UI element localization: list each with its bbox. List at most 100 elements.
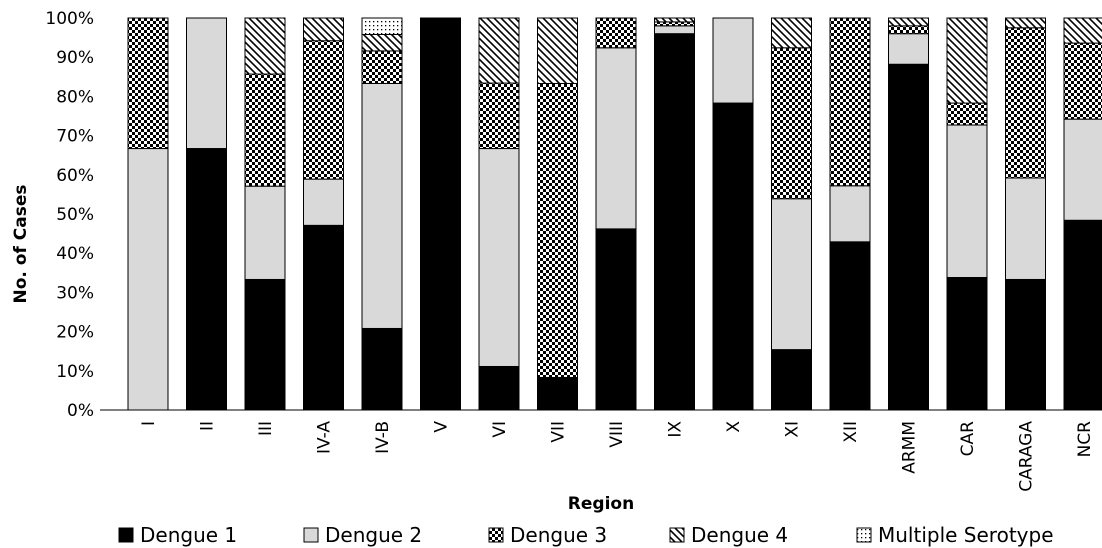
bar-ncr-dengue-2 — [1063, 118, 1102, 221]
bar-vii-dengue-1 — [537, 376, 578, 411]
bar-iv-a-dengue-2 — [303, 178, 344, 226]
x-tick-label-xi: XI — [783, 421, 803, 438]
x-tick-label-vi: VI — [490, 421, 510, 438]
bar-car-dengue-3 — [946, 102, 988, 126]
y-tick-label: 80% — [56, 87, 94, 107]
x-tick-label-ix: IX — [666, 421, 686, 438]
bar-xi-dengue-1 — [771, 349, 812, 411]
y-tick-label: 50% — [56, 205, 94, 225]
y-tick-label: 90% — [56, 48, 94, 68]
bar-xi-dengue-2 — [771, 198, 812, 351]
legend-label-dengue-2: Dengue 2 — [325, 523, 422, 547]
bar-xi-dengue-4 — [771, 17, 812, 49]
bar-iii-dengue-3 — [244, 73, 286, 187]
y-tick-label: 30% — [56, 283, 94, 303]
bar-x-dengue-2 — [712, 17, 754, 104]
x-tick-labels: I II III IV-A IV-B V VI VII VIII IX X XI XII ARMM CAR C… — [139, 421, 1095, 492]
bar-iv-a-dengue-4 — [303, 17, 344, 42]
legend-label-dengue-4: Dengue 4 — [691, 523, 788, 547]
legend-label-multiple-serotype: Multiple Serotype — [878, 523, 1054, 547]
bar-car-dengue-1 — [946, 277, 988, 411]
bar-vii-dengue-3 — [537, 82, 578, 378]
legend-swatch-dengue-2 — [303, 527, 319, 543]
bar-iii-dengue-2 — [244, 185, 286, 280]
y-tick-label: 70% — [56, 127, 94, 147]
bar-iv-a-dengue-1 — [303, 224, 344, 411]
x-tick-label-v: V — [432, 421, 452, 433]
x-tick-label-iv-b: IV-B — [373, 421, 393, 454]
y-tick-label: 20% — [56, 323, 94, 343]
bar-caraga-dengue-1 — [1005, 278, 1046, 411]
bar-car-dengue-2 — [946, 124, 988, 279]
x-tick-label-car: CAR — [958, 421, 978, 456]
bar-armm-dengue-2 — [888, 33, 929, 65]
y-tick-label: 100% — [45, 9, 94, 29]
bar-ncr-dengue-1 — [1063, 219, 1102, 411]
x-tick-label-armm: ARMM — [900, 421, 920, 474]
bar-ix-dengue-1 — [654, 33, 695, 411]
y-tick-label: 40% — [56, 244, 94, 264]
x-tick-label-vii: VII — [549, 421, 569, 443]
y-tick-label: 10% — [56, 362, 94, 382]
bar-ncr-dengue-3 — [1063, 42, 1102, 120]
bar-viii-dengue-2 — [595, 47, 637, 230]
y-tick-label: 60% — [56, 166, 94, 186]
legend: Dengue 1 Dengue 2 Dengue 3 Dengue 4 Mult… — [118, 523, 1054, 547]
bar-caraga-dengue-4 — [1005, 17, 1046, 29]
x-tick-label-i: I — [139, 421, 159, 426]
bar-x-dengue-1 — [712, 102, 754, 411]
bar-vi-dengue-1 — [478, 365, 520, 411]
bar-car-dengue-4 — [946, 17, 988, 104]
y-tick-labels: 0% 10% 20% 30% 40% 50% 60% 70% 80% 90% 100% — [45, 9, 94, 421]
bar-ix-dengue-4 — [654, 17, 695, 23]
bar-viii-dengue-1 — [595, 228, 637, 411]
bar-iii-dengue-1 — [244, 278, 286, 411]
legend-swatch-dengue-1 — [118, 527, 134, 543]
bars-layer — [127, 17, 1102, 411]
bar-iv-b-dengue-4 — [361, 33, 403, 52]
x-tick-label-iii: III — [256, 421, 276, 436]
bar-vi-dengue-4 — [478, 17, 520, 84]
x-tick-label-x: X — [724, 421, 744, 433]
bar-caraga-dengue-3 — [1005, 27, 1046, 179]
bar-armm-dengue-1 — [888, 63, 929, 411]
bar-xii-dengue-1 — [829, 241, 871, 411]
bar-v-dengue-1 — [420, 17, 461, 411]
bar-iv-b-dengue-3 — [361, 50, 403, 84]
legend-label-dengue-3: Dengue 3 — [510, 523, 607, 547]
bar-ix-dengue-3 — [654, 21, 695, 27]
bar-armm-dengue-3 — [888, 25, 929, 35]
bar-iii-dengue-4 — [244, 17, 286, 75]
bar-armm-dengue-4 — [888, 17, 929, 27]
x-tick-label-ncr: NCR — [1075, 421, 1095, 458]
bar-iv-b-dengue-1 — [361, 327, 403, 411]
legend-swatch-dengue-4 — [669, 527, 685, 543]
bar-ncr-dengue-4 — [1063, 17, 1102, 44]
bar-xii-dengue-2 — [829, 185, 871, 243]
y-tick-label: 0% — [67, 401, 94, 421]
x-tick-label-ii: II — [198, 421, 218, 431]
bar-xii-dengue-3 — [829, 17, 871, 187]
bar-i-dengue-3 — [127, 17, 169, 150]
bar-ii-dengue-2 — [186, 17, 227, 150]
bar-vii-dengue-4 — [537, 17, 578, 84]
bar-vi-dengue-2 — [478, 148, 520, 367]
bar-viii-dengue-3 — [595, 17, 637, 49]
legend-swatch-dengue-3 — [488, 527, 504, 543]
x-axis-title: Region — [568, 494, 634, 514]
bar-ix-dengue-2 — [654, 25, 695, 35]
bar-i-dengue-2 — [127, 148, 169, 411]
x-tick-label-iv-a: IV-A — [315, 421, 335, 454]
bar-iv-a-dengue-3 — [303, 40, 344, 180]
legend-swatch-multiple-serotype — [856, 527, 872, 543]
bar-caraga-dengue-2 — [1005, 177, 1046, 280]
legend-label-dengue-1: Dengue 1 — [140, 523, 237, 547]
x-tick-label-viii: VIII — [607, 421, 627, 448]
x-tick-label-caraga: CARAGA — [1017, 421, 1037, 492]
bar-vi-dengue-3 — [478, 82, 520, 150]
bar-xi-dengue-3 — [771, 47, 812, 200]
bar-iv-b-multiple-serotype — [361, 17, 403, 35]
bar-ii-dengue-1 — [186, 148, 227, 411]
bar-iv-b-dengue-2 — [361, 82, 403, 329]
